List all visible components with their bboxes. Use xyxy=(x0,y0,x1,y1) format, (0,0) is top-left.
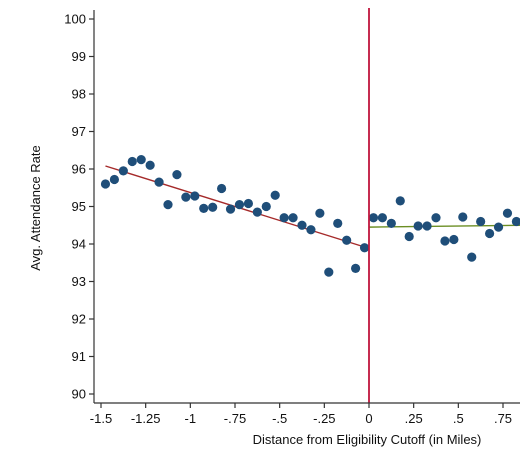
data-point xyxy=(386,218,396,228)
data-point xyxy=(100,179,111,189)
data-point xyxy=(297,220,307,230)
y-tick-label: 92 xyxy=(72,312,86,327)
data-point xyxy=(288,213,298,223)
data-point xyxy=(467,252,477,262)
data-point xyxy=(395,196,405,206)
data-point xyxy=(225,204,236,214)
data-point xyxy=(422,221,432,231)
data-point xyxy=(145,160,155,170)
data-point xyxy=(377,213,387,223)
data-point xyxy=(431,213,441,223)
data-point xyxy=(359,243,370,253)
y-tick-label: 90 xyxy=(72,387,86,402)
y-tick-label: 94 xyxy=(72,237,86,252)
y-axis-title: Avg. Attendance Rate xyxy=(28,145,43,271)
data-point xyxy=(154,177,164,187)
data-point xyxy=(404,231,414,242)
fit-line-left xyxy=(105,165,365,248)
data-point xyxy=(279,213,289,223)
data-point xyxy=(485,228,495,239)
data-point xyxy=(243,198,253,209)
x-tick-label: .5 xyxy=(453,411,464,426)
data-point xyxy=(493,222,504,232)
data-point xyxy=(127,156,137,167)
axes xyxy=(89,10,520,408)
y-tick-label: 93 xyxy=(72,274,86,289)
data-point xyxy=(217,183,227,194)
x-tick-label: 0 xyxy=(365,411,372,426)
y-tick-label: 99 xyxy=(72,49,86,64)
x-axis-title: Distance from Eligibility Cutoff (in Mil… xyxy=(253,432,482,447)
data-point xyxy=(476,216,486,227)
scatter-points xyxy=(100,155,520,277)
data-point xyxy=(342,235,352,245)
data-point xyxy=(502,208,513,218)
data-point xyxy=(199,203,209,213)
data-point xyxy=(109,174,119,185)
data-point xyxy=(136,155,146,165)
data-point xyxy=(440,236,450,246)
y-tick-label: 98 xyxy=(72,87,86,102)
y-tick-label: 95 xyxy=(72,199,86,214)
data-point xyxy=(449,234,459,245)
data-point xyxy=(413,221,423,231)
data-point xyxy=(511,216,520,227)
x-tick-label: .75 xyxy=(494,411,512,426)
y-tick-label: 97 xyxy=(72,124,86,139)
x-tick-label: -1.25 xyxy=(131,411,161,426)
x-tick-label: -1.5 xyxy=(90,411,112,426)
data-point xyxy=(333,218,343,228)
x-tick-label: -.75 xyxy=(224,411,246,426)
data-point xyxy=(252,207,262,217)
data-point xyxy=(368,213,379,223)
data-point xyxy=(458,212,468,222)
y-tick-label: 96 xyxy=(72,162,86,177)
y-tick-label: 100 xyxy=(64,12,86,27)
data-point xyxy=(118,166,128,176)
data-point xyxy=(324,267,334,277)
data-point xyxy=(306,225,316,235)
x-tick-label: -1 xyxy=(185,411,197,426)
x-tick-label: -.25 xyxy=(313,411,335,426)
data-point xyxy=(190,191,200,201)
tick-labels: 90 91 92 93 94 95 96 97 98 99 100 -1.5 -1.25 -1 -.75 -.… xyxy=(64,12,512,427)
data-point xyxy=(261,201,271,212)
data-point xyxy=(181,192,191,202)
data-point xyxy=(163,200,173,210)
x-tick-label: .25 xyxy=(405,411,423,426)
data-point xyxy=(270,190,280,200)
data-point xyxy=(208,202,218,212)
data-point xyxy=(315,208,325,218)
data-point xyxy=(172,170,182,180)
x-tick-label: -.5 xyxy=(272,411,287,426)
y-tick-label: 91 xyxy=(72,349,86,364)
data-point xyxy=(234,200,245,210)
data-point xyxy=(351,263,361,273)
